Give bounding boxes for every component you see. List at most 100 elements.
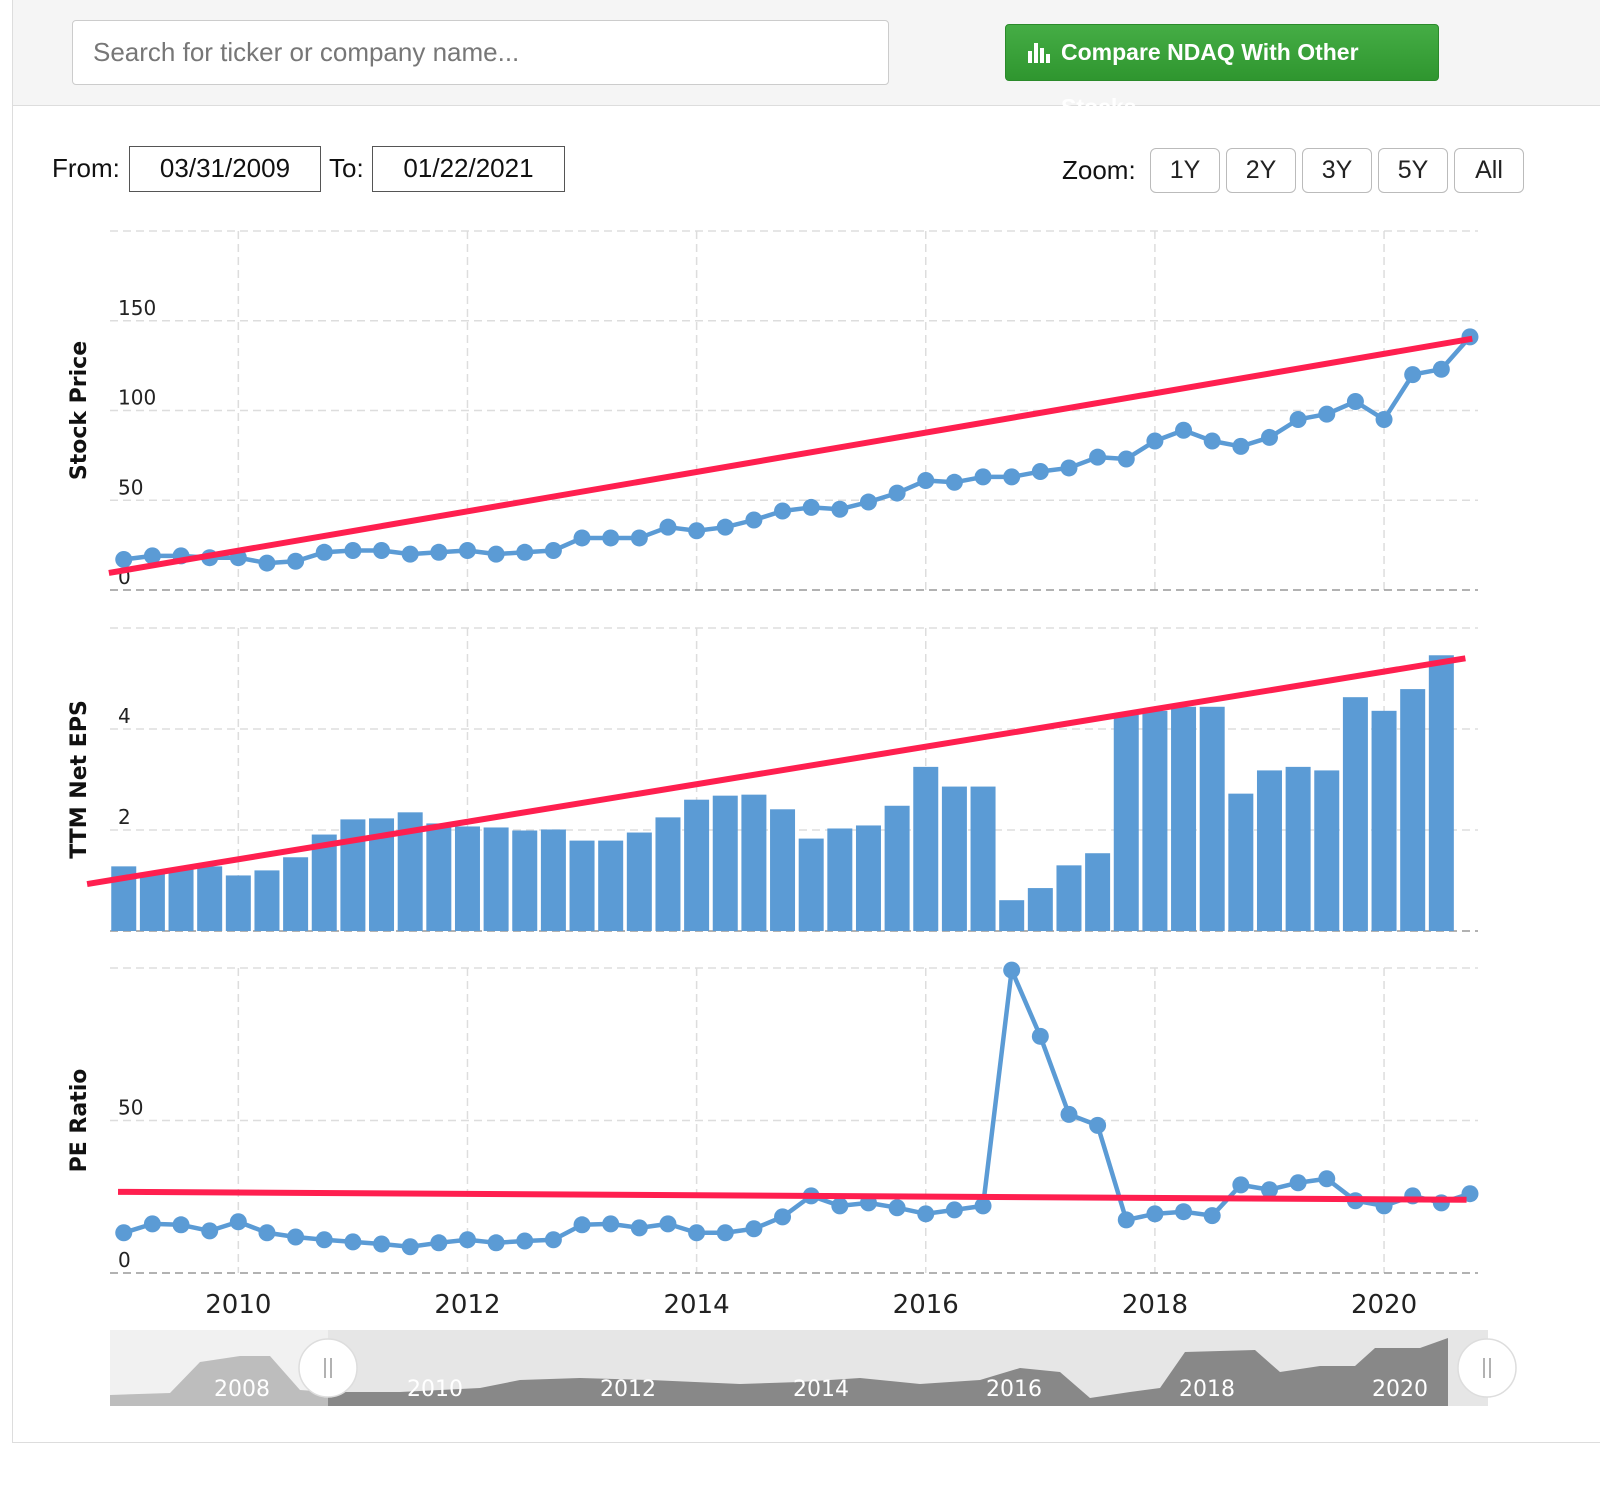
- point: [1260, 1181, 1278, 1199]
- to-label: To:: [329, 153, 364, 183]
- bar: [798, 838, 824, 931]
- chart-panel: [12, 105, 1600, 1443]
- point: [487, 545, 505, 563]
- navigator-label: 2020: [1372, 1377, 1428, 1402]
- trend-line: [86, 655, 1466, 887]
- point: [487, 1234, 505, 1252]
- bar: [855, 825, 881, 931]
- point: [1003, 961, 1021, 979]
- point: [1117, 1211, 1135, 1229]
- zoom-button[interactable]: 3Y: [1302, 148, 1372, 193]
- point: [1031, 463, 1049, 481]
- bar: [1027, 888, 1053, 931]
- point: [802, 498, 820, 516]
- bar: [941, 786, 967, 931]
- point: [888, 1199, 906, 1217]
- point: [1031, 1027, 1049, 1045]
- from-date[interactable]: 03/31/2009: [129, 146, 321, 192]
- zoom-button[interactable]: 1Y: [1150, 148, 1220, 193]
- x-tick-label: 2016: [893, 1290, 959, 1320]
- point: [630, 1219, 648, 1237]
- point: [1346, 393, 1364, 411]
- bar: [770, 809, 796, 931]
- zoom-label: Zoom:: [1062, 155, 1136, 185]
- navigator-handle[interactable]: [298, 1338, 358, 1398]
- point: [143, 1215, 161, 1233]
- point: [143, 547, 161, 565]
- navigator-label: 2018: [1179, 1377, 1235, 1402]
- navigator-label: 2010: [407, 1377, 463, 1402]
- plot: [115, 961, 1479, 1256]
- compare-button[interactable]: Compare NDAQ With Other Stocks: [1005, 24, 1439, 120]
- bar: [283, 857, 309, 931]
- y-tick-label: 100: [118, 386, 156, 410]
- point: [1232, 437, 1250, 455]
- y-axis-title: Stock Price: [67, 341, 92, 480]
- bar: [1171, 706, 1197, 931]
- point: [1318, 405, 1336, 423]
- bar: [884, 805, 910, 931]
- navigator-handle[interactable]: [1457, 1338, 1517, 1398]
- point: [1375, 410, 1393, 428]
- bar: [1428, 655, 1454, 931]
- x-tick-label: 2018: [1122, 1290, 1188, 1320]
- y-tick-label: 50: [118, 1096, 143, 1120]
- bar: [1113, 714, 1139, 931]
- bar: [197, 866, 223, 931]
- point: [458, 542, 476, 560]
- point: [373, 1235, 391, 1253]
- point: [1318, 1170, 1336, 1188]
- bar: [1342, 697, 1368, 931]
- to-date[interactable]: 01/22/2021: [372, 146, 565, 192]
- bar: [1256, 770, 1282, 931]
- x-tick-label: 2010: [205, 1290, 271, 1320]
- trend-line: [118, 1188, 1467, 1203]
- zoom-button[interactable]: All: [1454, 148, 1524, 193]
- point: [573, 1216, 591, 1234]
- point: [945, 473, 963, 491]
- bar: [569, 840, 595, 931]
- point: [602, 529, 620, 547]
- point: [315, 1231, 333, 1249]
- point: [745, 511, 763, 529]
- point: [258, 554, 276, 572]
- point: [1089, 1116, 1107, 1134]
- navigator-area: [110, 1338, 1448, 1406]
- bar: [655, 817, 681, 931]
- bar: [483, 827, 509, 931]
- point: [1203, 432, 1221, 450]
- point: [344, 1233, 362, 1251]
- zoom-button[interactable]: 2Y: [1226, 148, 1296, 193]
- bar: [1371, 710, 1397, 931]
- point: [573, 529, 591, 547]
- point: [516, 543, 534, 561]
- point: [630, 529, 648, 547]
- point: [1003, 468, 1021, 486]
- bar: [1285, 766, 1311, 931]
- bar: [168, 868, 194, 931]
- search-input[interactable]: Search for ticker or company name...: [72, 20, 889, 85]
- point: [172, 1216, 190, 1234]
- point: [401, 1238, 419, 1256]
- y-tick-label: 150: [118, 296, 156, 320]
- point: [888, 484, 906, 502]
- point: [516, 1232, 534, 1250]
- point: [344, 542, 362, 560]
- point: [917, 472, 935, 490]
- point: [945, 1201, 963, 1219]
- point: [201, 1222, 219, 1240]
- point: [831, 500, 849, 518]
- point: [115, 550, 133, 568]
- y-axis-title: PE Ratio: [67, 1069, 92, 1173]
- point: [430, 543, 448, 561]
- bar: [913, 766, 939, 931]
- x-tick-label: 2014: [664, 1290, 730, 1320]
- point: [716, 1224, 734, 1242]
- from-label: From:: [52, 153, 120, 183]
- compare-label: Compare NDAQ With Other Stocks: [1061, 39, 1359, 120]
- zoom-button[interactable]: 5Y: [1378, 148, 1448, 193]
- point: [430, 1234, 448, 1252]
- navigator-label: 2016: [986, 1377, 1042, 1402]
- bar-icon: [1028, 43, 1050, 63]
- bar: [1056, 865, 1082, 931]
